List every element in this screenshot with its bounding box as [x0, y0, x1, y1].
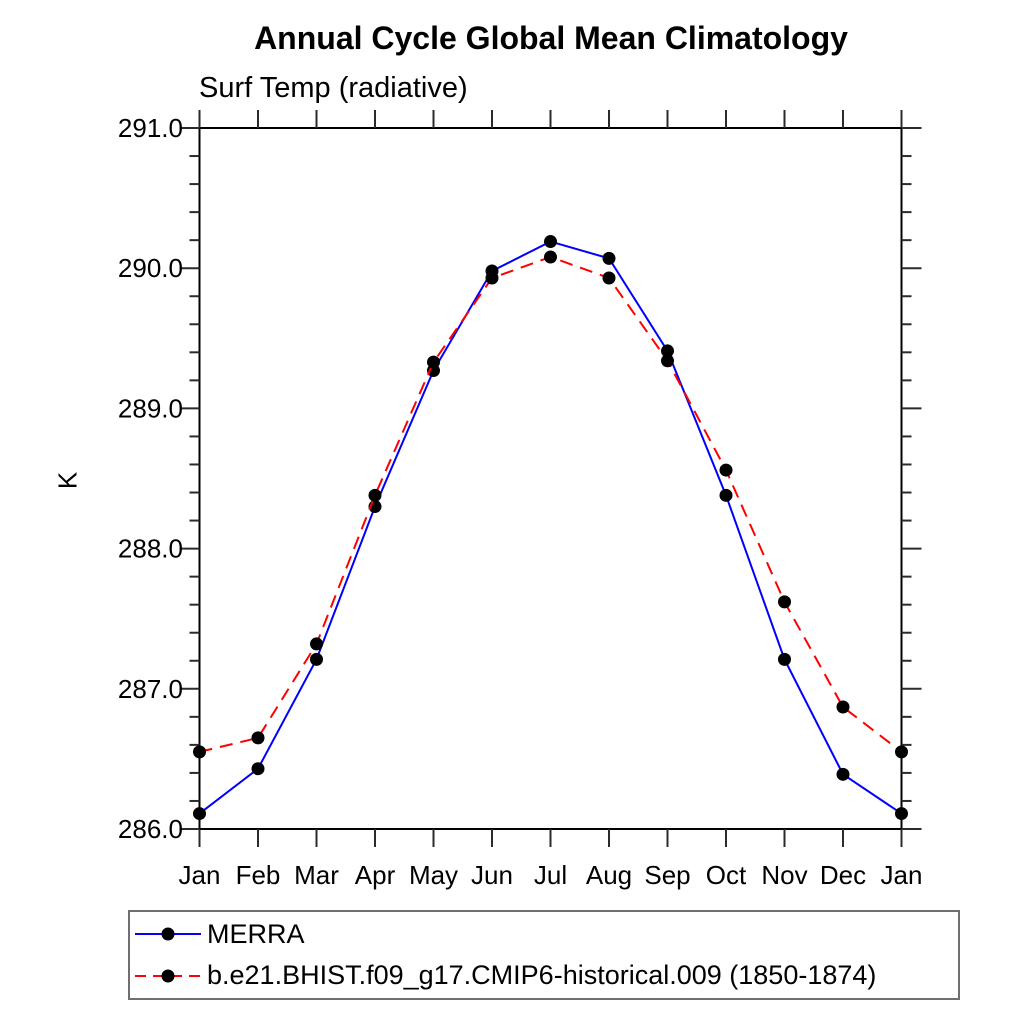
data-point-marker [427, 355, 440, 369]
legend-item-merra: MERRA [133, 915, 958, 953]
data-point-marker [310, 652, 323, 666]
model-line [199, 255, 903, 753]
legend-sample-dashed-line-icon [135, 969, 201, 983]
data-point-marker [661, 354, 674, 368]
data-point-marker [193, 745, 206, 759]
x-tick-label: Feb [236, 860, 281, 890]
legend-item-model: b.e21.BHIST.f09_g17.CMIP6-historical.009… [133, 957, 958, 995]
data-point-marker [193, 807, 206, 821]
x-tick-label: May [409, 860, 458, 890]
y-tick-label: 289.0 [118, 393, 183, 423]
x-tick-label: Jan [881, 860, 923, 890]
data-point-marker [895, 807, 908, 821]
chart-title: Annual Cycle Global Mean Climatology [254, 20, 848, 56]
data-point-marker [836, 700, 850, 714]
data-point-marker [602, 271, 616, 285]
x-tick-label: Sep [644, 860, 690, 890]
x-tick-label: Oct [706, 860, 747, 890]
x-tick-label: Jul [534, 860, 567, 890]
data-point-marker [836, 767, 850, 781]
x-tick-label: Dec [820, 860, 866, 890]
data-point-marker [778, 652, 791, 666]
x-tick-label: Jun [471, 860, 513, 890]
legend: MERRA b.e21.BHIST.f09_g17.CMIP6-historic… [128, 910, 960, 1000]
x-tick-label: Aug [586, 860, 632, 890]
data-point-marker [602, 251, 616, 265]
data-point-marker [719, 488, 733, 502]
data-point-marker [251, 762, 265, 776]
data-point-marker [544, 250, 557, 264]
data-point-marker [310, 637, 323, 651]
data-point-marker [895, 745, 908, 759]
data-point-marker [544, 235, 557, 249]
y-tick-label: 288.0 [118, 534, 183, 564]
y-tick-label: 291.0 [118, 113, 183, 143]
data-point-marker [485, 271, 499, 285]
data-point-marker [251, 731, 265, 745]
y-tick-label: 287.0 [118, 674, 183, 704]
chart-subtitle: Surf Temp (radiative) [199, 72, 468, 104]
data-point-marker [661, 344, 674, 358]
y-tick-label: 286.0 [118, 814, 183, 844]
x-tick-label: Nov [761, 860, 807, 890]
data-point-marker [778, 595, 791, 609]
x-tick-label: Mar [294, 860, 339, 890]
merra-line [198, 240, 903, 815]
legend-label-model: b.e21.BHIST.f09_g17.CMIP6-historical.009… [207, 960, 877, 991]
y-tick-label: 290.0 [118, 253, 183, 283]
data-point-marker [368, 488, 382, 502]
plot-box [198, 127, 903, 830]
x-tick-label: Jan [179, 860, 221, 890]
data-point-marker [719, 463, 733, 477]
legend-label-merra: MERRA [207, 918, 305, 949]
x-tick-label: Apr [355, 860, 396, 890]
legend-sample-solid-line-icon [135, 927, 201, 941]
